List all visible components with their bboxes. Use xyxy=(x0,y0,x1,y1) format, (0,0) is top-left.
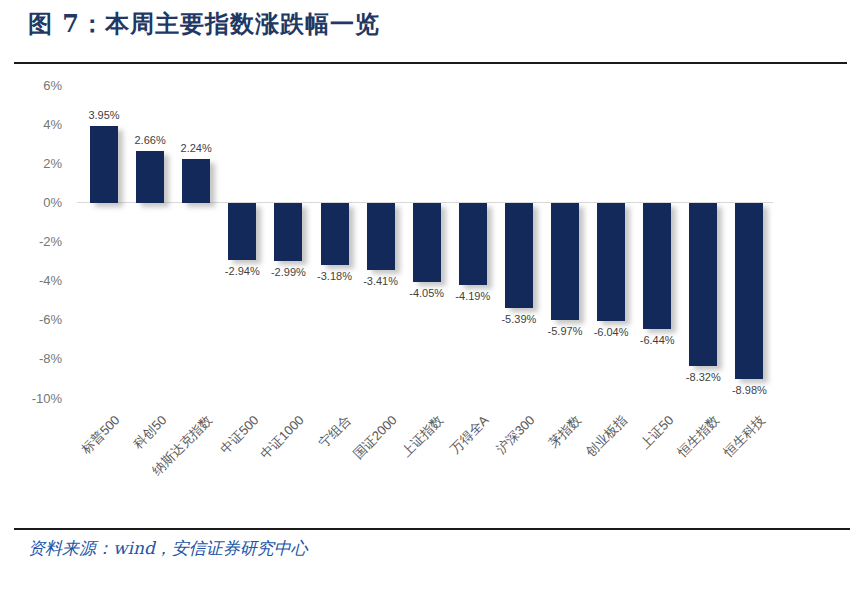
x-tick-label: 创业板指 xyxy=(583,413,630,460)
x-tick-label: 科创50 xyxy=(130,413,169,452)
bar xyxy=(551,203,579,320)
bar-value-label: -5.39% xyxy=(484,313,554,325)
x-tick-label: 茅指数 xyxy=(546,413,583,450)
bar xyxy=(643,203,671,329)
x-tick-label: 恒生指数 xyxy=(676,413,723,460)
x-tick-label: 宁组合 xyxy=(316,413,353,450)
y-tick-label: 2% xyxy=(0,156,62,172)
bar xyxy=(136,151,164,203)
y-tick-label: -10% xyxy=(0,391,62,407)
x-tick-label: 上证50 xyxy=(638,413,677,452)
y-tick-label: 6% xyxy=(0,78,62,94)
x-tick-label: 万得全A xyxy=(448,413,492,457)
bar-value-label: 2.24% xyxy=(161,142,231,154)
x-tick-label: 中证500 xyxy=(218,413,262,457)
bar xyxy=(413,203,441,282)
y-tick-label: -2% xyxy=(0,234,62,250)
bar xyxy=(90,126,118,203)
report-figure-page: 图 7：本周主要指数涨跌幅一览 6%4%2%0%-2%-4%-6%-8%-10%… xyxy=(0,0,865,593)
bar xyxy=(597,203,625,321)
x-tick-label: 上证指数 xyxy=(399,413,446,460)
bar-value-label: -8.98% xyxy=(714,384,784,396)
x-tick-label: 标普500 xyxy=(79,413,123,457)
bar xyxy=(689,203,717,366)
x-tick-label: 国证2000 xyxy=(351,413,400,462)
index-weekly-change-bar-chart: 6%4%2%0%-2%-4%-6%-8%-10%3.95%标普5002.66%科… xyxy=(0,0,865,530)
y-tick-label: -8% xyxy=(0,351,62,367)
bar xyxy=(367,203,395,270)
x-tick-label: 中证1000 xyxy=(259,413,308,462)
x-tick-label: 沪深300 xyxy=(494,413,538,457)
bar-value-label: 3.95% xyxy=(69,109,139,121)
bar xyxy=(182,159,210,203)
bar-value-label: -4.19% xyxy=(438,290,508,302)
bar xyxy=(505,203,533,308)
bar-value-label: -8.32% xyxy=(668,371,738,383)
x-tick-label: 恒生科技 xyxy=(722,413,769,460)
y-tick-label: -6% xyxy=(0,312,62,328)
bar-value-label: -6.44% xyxy=(622,334,692,346)
y-tick-label: 4% xyxy=(0,117,62,133)
y-tick-label: -4% xyxy=(0,273,62,289)
y-tick-label: 0% xyxy=(0,195,62,211)
bar xyxy=(459,203,487,285)
bar xyxy=(274,203,302,261)
bar xyxy=(228,203,256,260)
bar-value-label: -3.41% xyxy=(346,275,416,287)
bar xyxy=(735,203,763,379)
bar xyxy=(321,203,349,265)
source-note: 资料来源：wind，安信证券研究中心 xyxy=(28,537,308,560)
bottom-divider xyxy=(14,528,850,530)
